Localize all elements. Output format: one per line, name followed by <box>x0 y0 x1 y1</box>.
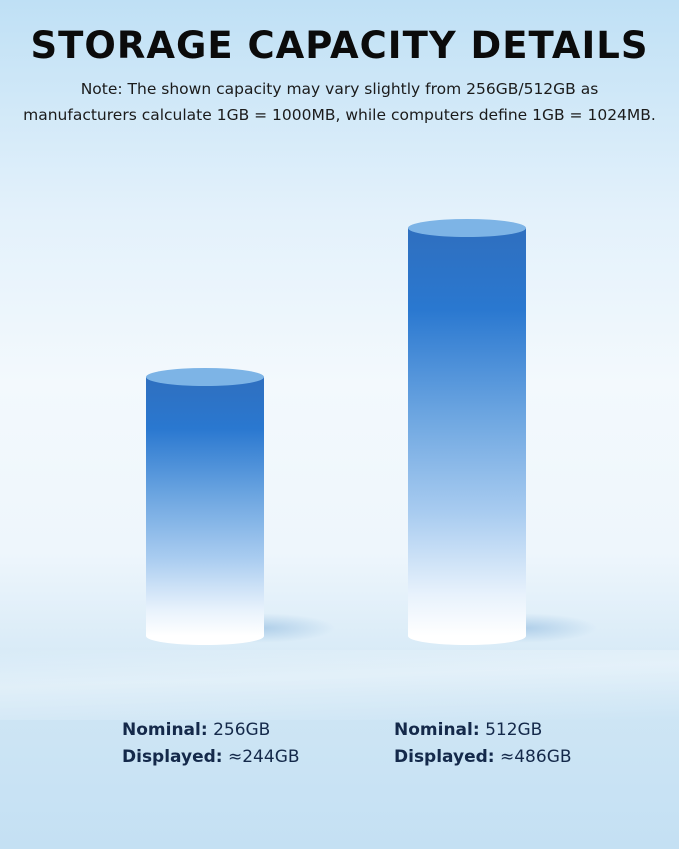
page-title: STORAGE CAPACITY DETAILS <box>30 24 649 67</box>
label-256: Nominal: 256GB Displayed: ≈244GB <box>122 717 300 771</box>
displayed-value: ≈244GB <box>228 747 300 767</box>
cylinder-body <box>146 377 264 636</box>
note-line-2: manufacturers calculate 1GB = 1000MB, wh… <box>23 106 656 124</box>
bar-256GB <box>146 368 264 645</box>
floor-reflection <box>0 650 679 720</box>
capacity-note: Note: The shown capacity may vary slight… <box>0 76 679 128</box>
bar-512GB <box>408 219 526 645</box>
cylinder-body <box>408 228 526 636</box>
cylinder-top <box>408 219 526 238</box>
displayed-label: Displayed: <box>122 747 223 767</box>
nominal-label: Nominal: <box>394 720 480 740</box>
nominal-value: 256GB <box>213 720 271 740</box>
note-line-1: Note: The shown capacity may vary slight… <box>80 80 599 98</box>
nominal-value: 512GB <box>485 720 543 740</box>
cylinder-top <box>146 368 264 386</box>
nominal-label: Nominal: <box>122 720 208 740</box>
label-512: Nominal: 512GB Displayed: ≈486GB <box>394 717 572 771</box>
displayed-label: Displayed: <box>394 747 495 767</box>
displayed-value: ≈486GB <box>500 747 572 767</box>
